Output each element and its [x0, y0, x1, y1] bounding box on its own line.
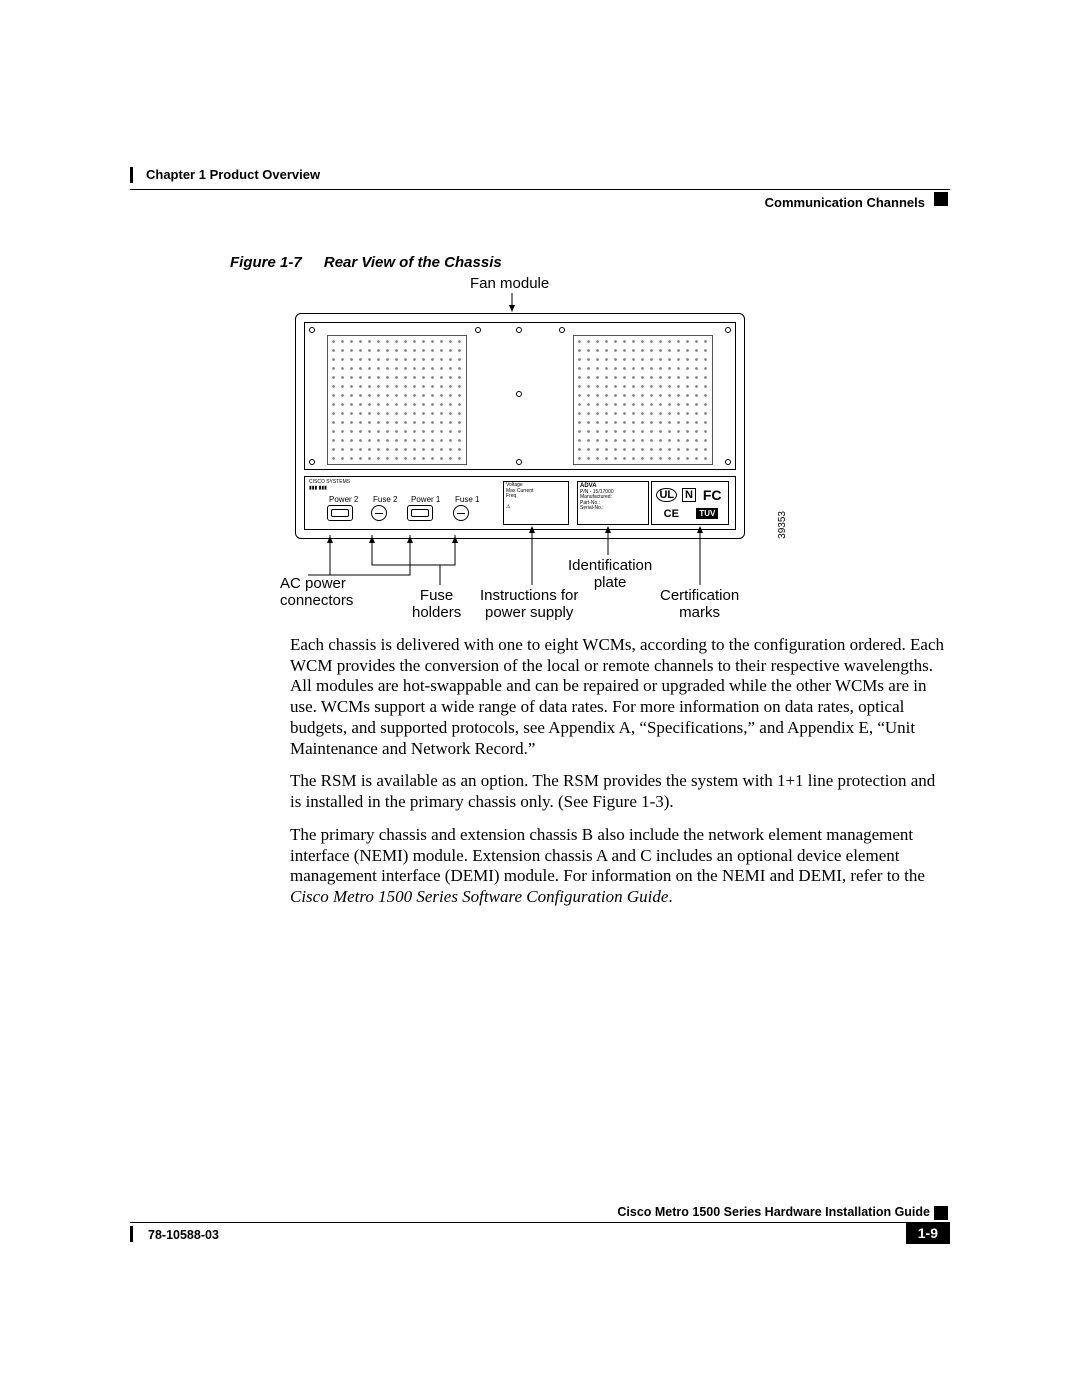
- chassis-lower-panel: Power 2 Fuse 2 Power 1 Fuse 1 VoltageMax…: [304, 476, 736, 530]
- footer-page-number: 1-9: [906, 1222, 950, 1244]
- cert-fcc-icon: FC: [701, 487, 724, 503]
- fan-grill-left: [327, 335, 467, 465]
- header-right-block: [934, 192, 948, 206]
- callout-cert-marks: Certification marks: [660, 587, 739, 622]
- cert-ce-icon: CE: [662, 508, 681, 520]
- header-chapter: Chapter 1 Product Overview: [146, 167, 320, 182]
- figure-diagram: Fan module Power 2 Fuse 2 Power 1 Fuse 1: [290, 275, 770, 625]
- fuse-holder-icon: [371, 505, 387, 521]
- cert-n-icon: N: [682, 488, 696, 502]
- screw-icon: [516, 327, 522, 333]
- header-rule: [130, 189, 950, 190]
- screw-icon: [309, 327, 315, 333]
- paragraph-3a: The primary chassis and extension chassi…: [290, 825, 925, 885]
- identification-plate: ADVA P/N - 15/17000Manufactured:Part-No.…: [577, 481, 649, 525]
- callout-fan-module: Fan module: [470, 275, 549, 292]
- fan-grill-right: [573, 335, 713, 465]
- cert-ul-icon: UL: [656, 488, 677, 502]
- paragraph-2: The RSM is available as an option. The R…: [290, 771, 950, 812]
- screw-icon: [516, 391, 522, 397]
- fuse-holder-icon: [453, 505, 469, 521]
- certification-box: UL N FC CE TUV: [651, 481, 729, 525]
- footer-rule: [130, 1222, 950, 1223]
- paragraph-1: Each chassis is delivered with one to ei…: [290, 635, 950, 759]
- paragraph-3b: .: [668, 887, 672, 906]
- cert-tuv-icon: TUV: [696, 508, 718, 519]
- callout-ac-power: AC power connectors: [280, 575, 353, 610]
- header-left-bar: [130, 167, 133, 183]
- label-fuse1: Fuse 1: [455, 495, 479, 504]
- paragraph-3-italic: Cisco Metro 1500 Series Software Configu…: [290, 887, 668, 906]
- footer-left-bar: [130, 1226, 133, 1242]
- label-power2: Power 2: [329, 495, 358, 504]
- ac-connector-icon: [327, 505, 353, 521]
- footer-right-block: [934, 1206, 948, 1220]
- figure-number: Figure 1-7: [230, 254, 302, 271]
- ac-connector-icon: [407, 505, 433, 521]
- figure-stock-number: 39353: [777, 511, 788, 539]
- label-fuse2: Fuse 2: [373, 495, 397, 504]
- screw-icon: [475, 327, 481, 333]
- figure-title: Rear View of the Chassis: [324, 254, 502, 271]
- instructions-plate: VoltageMax CurrentFreq ⚠: [503, 481, 569, 525]
- adva-logo: ADVA: [580, 483, 597, 489]
- callout-fuse-holders: Fuse holders: [412, 587, 461, 622]
- figure-caption: Figure 1-7 Rear View of the Chassis: [230, 254, 502, 271]
- screw-icon: [559, 327, 565, 333]
- header-section: Communication Channels: [765, 195, 925, 210]
- label-power1: Power 1: [411, 495, 440, 504]
- callout-instructions: Instructions for power supply: [480, 587, 578, 622]
- screw-icon: [516, 459, 522, 465]
- footer-doc-number: 78-10588-03: [148, 1228, 219, 1242]
- footer-guide-title: Cisco Metro 1500 Series Hardware Install…: [617, 1205, 930, 1219]
- chassis-upper-plate: [304, 322, 736, 470]
- screw-icon: [309, 459, 315, 465]
- screw-icon: [725, 459, 731, 465]
- screw-icon: [725, 327, 731, 333]
- paragraph-3: The primary chassis and extension chassi…: [290, 825, 950, 908]
- body-text: Each chassis is delivered with one to ei…: [290, 635, 950, 920]
- callout-id-plate: Identification plate: [568, 557, 652, 592]
- cisco-logo-icon: CISCO SYSTEMS▮▮▮ ▮▮▮: [309, 479, 350, 491]
- chassis-outline: Power 2 Fuse 2 Power 1 Fuse 1 VoltageMax…: [295, 313, 745, 539]
